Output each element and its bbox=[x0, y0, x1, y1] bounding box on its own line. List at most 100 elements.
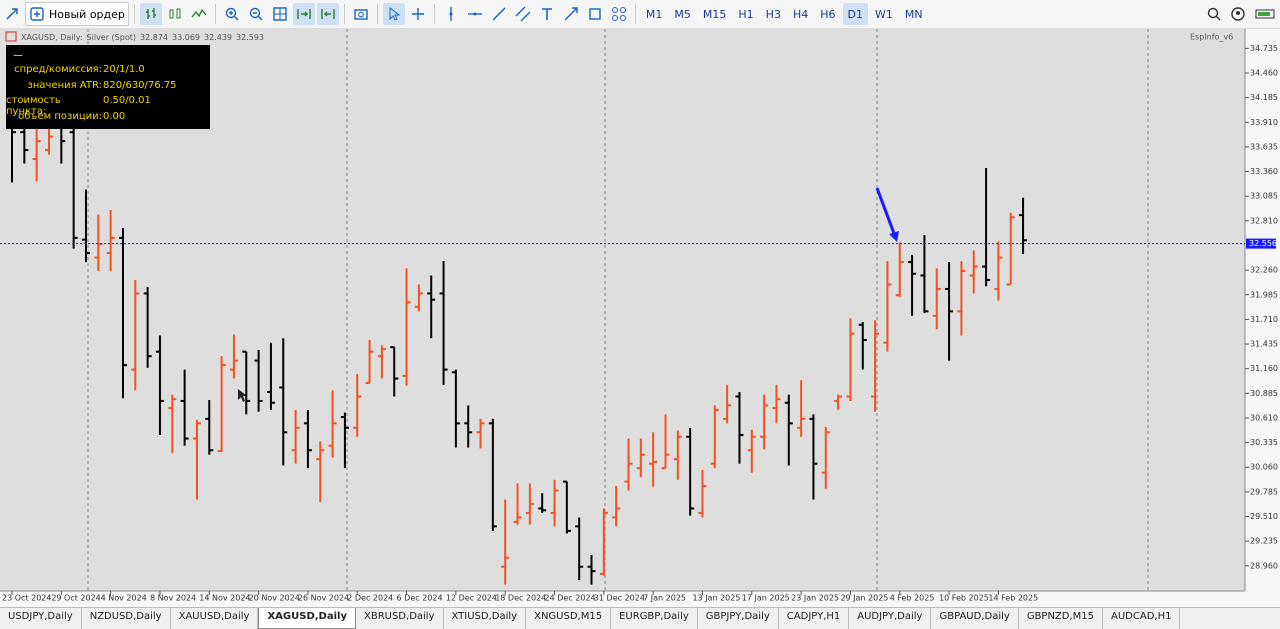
line-button[interactable] bbox=[188, 3, 210, 25]
grid-button[interactable] bbox=[269, 3, 291, 25]
x-tick-label: 26 Nov 2024 bbox=[298, 594, 349, 603]
chart-tab[interactable]: XTIUSD,Daily bbox=[444, 608, 527, 629]
signal-button[interactable] bbox=[1251, 3, 1279, 25]
bars-button[interactable] bbox=[139, 3, 162, 25]
x-tick-label: 23 Oct 2024 bbox=[2, 594, 51, 603]
chart-tab[interactable]: XAGUSD,Daily bbox=[258, 608, 356, 629]
arrow-button[interactable] bbox=[560, 3, 582, 25]
timeframe-button[interactable]: H1 bbox=[738, 7, 754, 21]
ohlc-bar bbox=[858, 322, 867, 370]
ohlc-bar bbox=[143, 287, 152, 368]
ohlc-bar bbox=[636, 438, 645, 478]
ohlc-bar bbox=[562, 480, 571, 534]
x-tick-label: 29 Jan 2025 bbox=[840, 594, 888, 603]
channel-button[interactable] bbox=[512, 3, 534, 25]
ohlc-bar bbox=[710, 405, 719, 469]
ohlc-bar bbox=[180, 369, 189, 446]
chart-tab[interactable]: AUDJPY,Daily bbox=[849, 608, 932, 629]
vline-button[interactable] bbox=[440, 3, 462, 25]
objects-button[interactable] bbox=[608, 3, 630, 25]
ohlc-bar bbox=[229, 334, 238, 379]
timeframe-button[interactable]: H3 bbox=[765, 7, 781, 21]
timeframe-button[interactable]: M5 bbox=[674, 7, 691, 21]
ohlc-bar bbox=[118, 228, 127, 399]
y-tick-label: 32.810 bbox=[1250, 216, 1278, 225]
header-close: 32.593 bbox=[236, 33, 264, 42]
chart-tab[interactable]: GBPNZD,M15 bbox=[1019, 608, 1104, 629]
chart-tab[interactable]: XNGUSD,M15 bbox=[526, 608, 612, 629]
text-button[interactable] bbox=[536, 3, 558, 25]
chart-new-button[interactable] bbox=[1, 3, 23, 25]
ohlc-bar bbox=[846, 318, 855, 401]
autoscroll-button[interactable] bbox=[292, 3, 315, 25]
panel-key: спред/комиссия: bbox=[14, 64, 102, 75]
panel-key: объем позиции: bbox=[18, 110, 102, 122]
y-tick-label: 31.985 bbox=[1250, 290, 1278, 299]
y-tick-label: 34.460 bbox=[1250, 69, 1278, 78]
cursor-button[interactable] bbox=[382, 3, 405, 25]
account-button[interactable] bbox=[1227, 3, 1249, 25]
y-tick-label: 29.510 bbox=[1250, 512, 1278, 521]
ohlc-bar bbox=[476, 418, 485, 449]
ohlc-bar bbox=[932, 268, 941, 330]
x-tick-label: 29 Oct 2024 bbox=[51, 594, 100, 603]
shapes-button[interactable] bbox=[584, 3, 606, 25]
chart-tab[interactable]: AUDCAD,H1 bbox=[1103, 608, 1181, 629]
ohlc-bar bbox=[106, 210, 115, 272]
panel-value: 0.00 bbox=[103, 110, 126, 122]
y-tick-label: 30.885 bbox=[1250, 389, 1278, 398]
timeframe-button[interactable]: MN bbox=[904, 7, 923, 21]
timeframe-button[interactable]: D1 bbox=[842, 3, 868, 25]
y-tick-label: 30.060 bbox=[1250, 463, 1278, 472]
ohlc-bar bbox=[587, 555, 596, 585]
timeframe-button[interactable]: W1 bbox=[874, 7, 893, 21]
timeframe-button[interactable]: H4 bbox=[792, 7, 809, 21]
zoom-out-button[interactable] bbox=[245, 3, 267, 25]
chart-tab[interactable]: USDJPY,Daily bbox=[0, 608, 82, 629]
chart-tab[interactable]: GBPAUD,Daily bbox=[931, 608, 1019, 629]
trendline-button[interactable] bbox=[488, 3, 510, 25]
annotation-arrow bbox=[875, 187, 897, 237]
ohlc-bar bbox=[821, 426, 830, 489]
chart-tab[interactable]: EURGBP,Daily bbox=[611, 608, 698, 629]
x-tick-label: 24 Dec 2024 bbox=[545, 594, 596, 603]
ohlc-bar bbox=[895, 242, 904, 298]
chart-tab[interactable]: CADJPY,H1 bbox=[779, 608, 850, 629]
y-tick-label: 28.960 bbox=[1250, 561, 1278, 570]
ohlc-bar bbox=[501, 499, 510, 585]
ohlc-bar bbox=[624, 438, 633, 491]
ohlc-bar bbox=[279, 338, 288, 466]
search-button[interactable] bbox=[1203, 3, 1225, 25]
ohlc-bar bbox=[131, 279, 140, 391]
candles-button[interactable] bbox=[164, 3, 186, 25]
ohlc-bar bbox=[1006, 212, 1015, 286]
chart-tab[interactable]: NZDUSD,Daily bbox=[82, 608, 171, 629]
shift-button[interactable] bbox=[316, 3, 339, 25]
chart-tabs: USDJPY,Daily NZDUSD,Daily XAUUSD,Daily XAGU… bbox=[0, 607, 1280, 629]
new-order-button[interactable]: Новый ордер bbox=[25, 2, 129, 26]
ohlc-bar bbox=[414, 284, 423, 312]
chart-tab[interactable]: XAUUSD,Daily bbox=[171, 608, 259, 629]
screenshot-button[interactable] bbox=[350, 3, 372, 25]
x-tick-label: 2 Dec 2024 bbox=[347, 594, 393, 603]
y-tick-label: 30.335 bbox=[1250, 438, 1278, 447]
timeframe-button[interactable]: M15 bbox=[702, 7, 727, 21]
x-tick-label: 23 Jan 2025 bbox=[791, 594, 839, 603]
ohlc-bar bbox=[809, 414, 818, 500]
ohlc-bar bbox=[168, 394, 177, 453]
ohlc-bar bbox=[649, 432, 658, 487]
timeframe-button[interactable]: M1 bbox=[645, 7, 663, 21]
bid-label: 32.556 bbox=[1249, 239, 1277, 248]
x-tick-label: 18 Dec 2024 bbox=[495, 594, 546, 603]
hline-button[interactable] bbox=[464, 3, 486, 25]
chart-tab[interactable]: XBRUSD,Daily bbox=[356, 608, 444, 629]
ohlc-bar bbox=[291, 409, 300, 464]
timeframe-button[interactable]: H6 bbox=[820, 7, 836, 21]
chart-tab[interactable]: GBPJPY,Daily bbox=[698, 608, 779, 629]
x-tick-label: 6 Dec 2024 bbox=[397, 594, 443, 603]
y-tick-label: 30.610 bbox=[1250, 413, 1278, 422]
ohlc-bar bbox=[353, 374, 362, 437]
zoom-in-button[interactable] bbox=[221, 3, 243, 25]
crosshair-button[interactable] bbox=[407, 3, 429, 25]
ohlc-bar bbox=[340, 412, 349, 469]
